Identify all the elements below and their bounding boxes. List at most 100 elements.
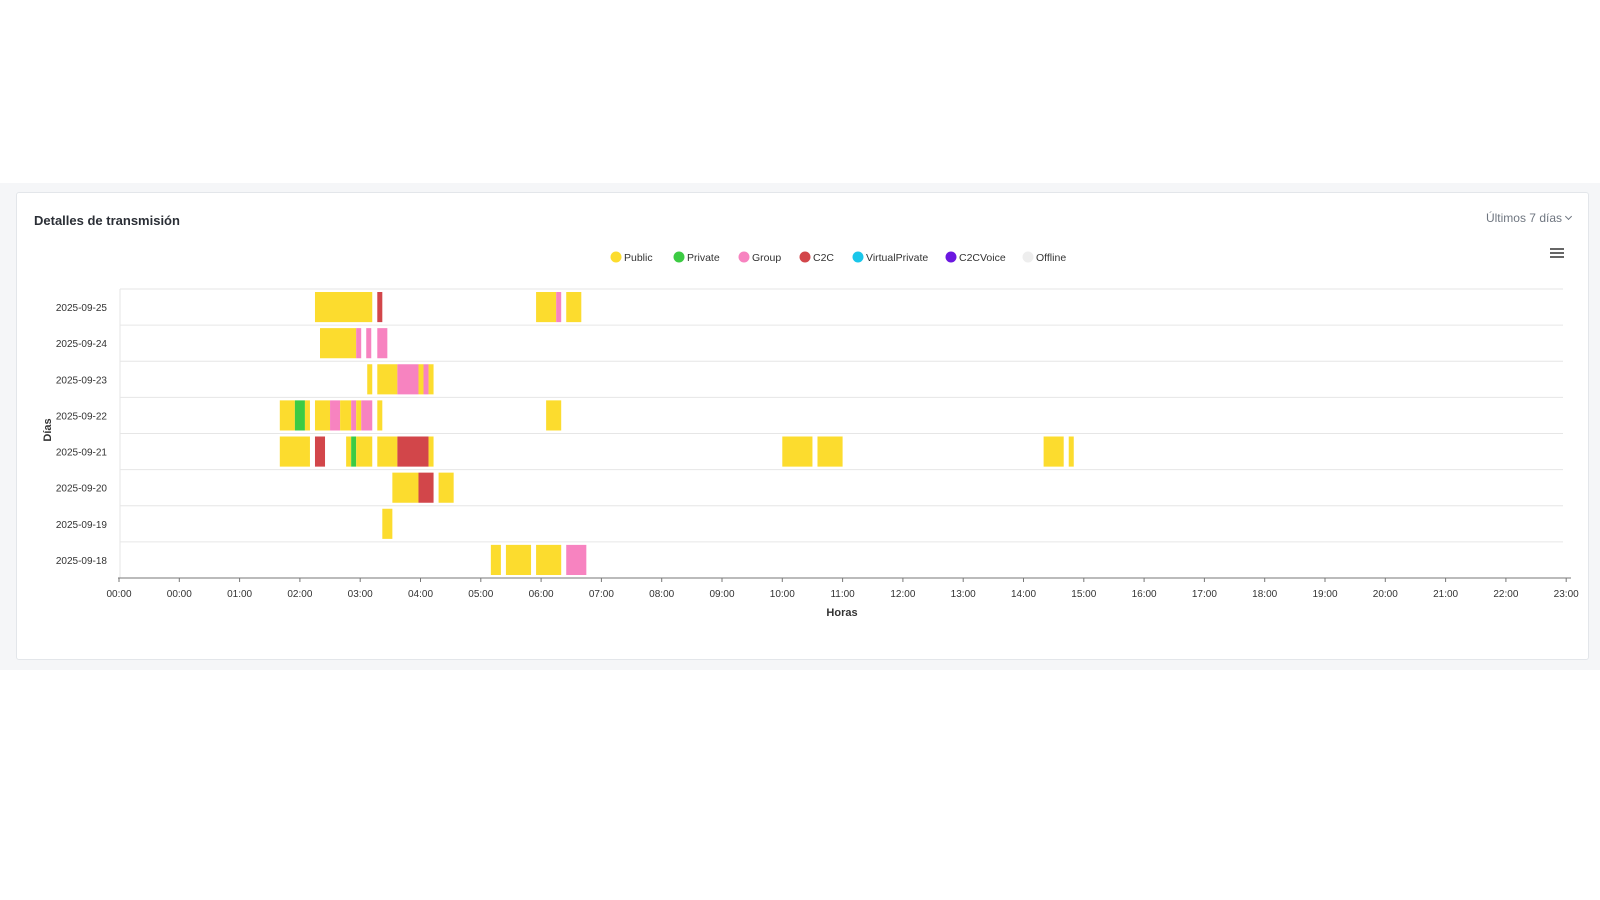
legend-marker-c2c <box>799 251 811 263</box>
bar-public[interactable] <box>356 436 373 467</box>
x-tick-label: 07:00 <box>589 589 614 600</box>
x-tick-label: 16:00 <box>1132 589 1157 600</box>
bar-public[interactable] <box>377 436 398 467</box>
bar-c2c[interactable] <box>377 292 383 323</box>
legend-marker-public <box>610 251 622 263</box>
legend-marker-offline <box>1022 251 1034 263</box>
legend-item-c2cvoice[interactable]: C2CVoice <box>945 251 1006 265</box>
x-tick-label: 04:00 <box>408 589 433 600</box>
date-range-label: Últimos 7 días <box>1485 211 1562 225</box>
bar-group[interactable] <box>351 400 357 431</box>
card-title: Detalles de transmisión <box>34 213 180 228</box>
x-tick-label: 03:00 <box>348 589 373 600</box>
legend-item-virtualprivate[interactable]: VirtualPrivate <box>852 251 929 265</box>
x-tick-label: 11:00 <box>830 589 855 600</box>
bar-group[interactable] <box>423 364 429 395</box>
date-range-dropdown[interactable]: Últimos 7 días <box>1485 211 1573 225</box>
bar-public[interactable] <box>1068 436 1074 467</box>
x-tick-label: 13:00 <box>951 589 976 600</box>
bar-public[interactable] <box>279 436 310 467</box>
x-axis: 00:00 00:00 01:00 02:00 03:00 04:00 05:00 06:00… <box>106 577 1579 600</box>
bar-public[interactable] <box>490 544 501 575</box>
bar-public[interactable] <box>377 364 398 395</box>
bar-group[interactable] <box>366 328 372 359</box>
y-tick-label: 2025-09-23 <box>56 375 108 386</box>
y-tick-label: 2025-09-20 <box>56 484 108 495</box>
x-tick-label: 00:00 <box>167 589 192 600</box>
y-tick-label: 2025-09-22 <box>56 411 108 422</box>
y-axis: 2025-09-25 2025-09-24 2025-09-23 2025-09-22… <box>56 303 108 567</box>
legend-label-offline: Offline <box>1036 252 1066 264</box>
bar-public[interactable] <box>377 400 383 431</box>
y-tick-label: 2025-09-19 <box>56 520 108 531</box>
x-tick-label: 23:00 <box>1554 589 1579 600</box>
bar-public[interactable] <box>320 328 357 359</box>
y-tick-label: 2025-09-18 <box>56 556 108 567</box>
bar-public[interactable] <box>382 508 393 539</box>
chart-bars <box>279 292 1074 575</box>
bar-group[interactable] <box>566 544 587 575</box>
legend-marker-c2cvoice <box>945 251 957 263</box>
bar-group[interactable] <box>397 364 419 395</box>
bar-private[interactable] <box>294 400 305 431</box>
bar-public[interactable] <box>817 436 843 467</box>
legend-marker-private <box>673 251 685 263</box>
x-tick-label: 22:00 <box>1493 589 1518 600</box>
bar-public[interactable] <box>314 400 331 431</box>
bar-public[interactable] <box>505 544 532 575</box>
y-tick-label: 2025-09-25 <box>56 303 108 314</box>
bar-group[interactable] <box>556 292 562 323</box>
legend-marker-virtualprivate <box>852 251 864 263</box>
y-tick-label: 2025-09-21 <box>56 448 108 459</box>
bar-group[interactable] <box>361 400 373 431</box>
x-tick-label: 12:00 <box>890 589 915 600</box>
legend-item-group[interactable]: Group <box>738 251 782 265</box>
x-tick-label: 08:00 <box>649 589 674 600</box>
x-tick-label: 15:00 <box>1071 589 1096 600</box>
bar-public[interactable] <box>428 364 434 395</box>
bar-public[interactable] <box>536 544 562 575</box>
bar-public[interactable] <box>566 292 582 323</box>
bar-public[interactable] <box>356 400 362 431</box>
bar-public[interactable] <box>418 364 424 395</box>
x-tick-label: 19:00 <box>1312 589 1337 600</box>
legend-label-group: Group <box>752 252 781 264</box>
legend-label-public: Public <box>624 252 653 264</box>
chart-legend: Public Private Group C2C VirtualPrivate C2CVo… <box>610 251 1067 265</box>
bar-public[interactable] <box>536 292 557 323</box>
bar-c2c[interactable] <box>397 436 429 467</box>
legend-label-c2c: C2C <box>813 252 834 264</box>
x-tick-label: 20:00 <box>1373 589 1398 600</box>
x-tick-label: 14:00 <box>1011 589 1036 600</box>
bar-public[interactable] <box>340 400 352 431</box>
legend-item-private[interactable]: Private <box>673 251 720 265</box>
x-tick-label: 10:00 <box>770 589 795 600</box>
legend-label-private: Private <box>687 252 720 264</box>
bar-public[interactable] <box>304 400 310 431</box>
x-tick-label: 17:00 <box>1192 589 1217 600</box>
bar-private[interactable] <box>351 436 357 467</box>
y-tick-label: 2025-09-24 <box>56 339 108 350</box>
bar-c2c[interactable] <box>314 436 326 467</box>
bar-public[interactable] <box>367 364 373 395</box>
bar-public[interactable] <box>314 292 373 323</box>
hamburger-menu-icon[interactable] <box>1550 248 1564 259</box>
legend-label-virtualprivate: VirtualPrivate <box>866 252 928 264</box>
x-tick-label: 01:00 <box>227 589 252 600</box>
bar-public[interactable] <box>346 436 352 467</box>
bar-public[interactable] <box>546 400 562 431</box>
bar-public[interactable] <box>392 472 419 503</box>
legend-item-offline[interactable]: Offline <box>1022 251 1067 265</box>
bar-group[interactable] <box>377 328 388 359</box>
bar-public[interactable] <box>438 472 454 503</box>
bar-c2c[interactable] <box>418 472 434 503</box>
bar-public[interactable] <box>782 436 813 467</box>
x-tick-label: 00:00 <box>106 589 131 600</box>
bar-public[interactable] <box>428 436 434 467</box>
bar-group[interactable] <box>330 400 341 431</box>
bar-public[interactable] <box>1043 436 1064 467</box>
legend-item-c2c[interactable]: C2C <box>799 251 835 265</box>
bar-public[interactable] <box>279 400 295 431</box>
legend-item-public[interactable]: Public <box>610 251 653 265</box>
bar-group[interactable] <box>356 328 362 359</box>
